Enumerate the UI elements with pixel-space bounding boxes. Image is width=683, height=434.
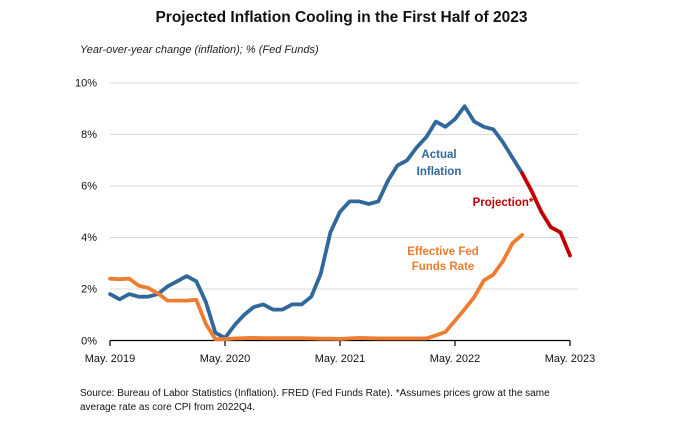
actual-inflation-label: Actual Inflation — [416, 149, 462, 178]
y-tick-label-0: 0% — [81, 336, 97, 348]
x-tick-label-2020: May. 2020 — [200, 353, 251, 365]
x-axis-layer — [109, 339, 571, 346]
y-tick-label-8: 8% — [81, 129, 97, 141]
series-line-projection — [520, 171, 572, 258]
source-note: Source: Bureau of Labor Statistics (Infl… — [80, 388, 550, 413]
y-tick-label-2: 2% — [81, 284, 97, 296]
fed-funds-label: Effective Fed Funds Rate — [407, 246, 479, 273]
x-tick-label-2022: May. 2022 — [430, 353, 481, 365]
x-tick-label-2019: May. 2019 — [85, 353, 136, 365]
series-line-effective-fed-funds-rate — [108, 232, 524, 342]
x-tick-label-2021: May. 2021 — [315, 353, 366, 365]
chart-title: Projected Inflation Cooling in the First… — [155, 9, 528, 26]
series-line-actual-inflation — [108, 104, 524, 340]
chart-subtitle: Year-over-year change (inflation); % (Fe… — [80, 44, 319, 56]
y-tick-label-10: 10% — [75, 78, 97, 90]
x-tick-label-2023: May. 2023 — [545, 353, 596, 365]
series-layer — [108, 104, 572, 342]
projection-label: Projection* — [472, 197, 534, 209]
gridlines-layer — [110, 82, 578, 290]
y-tick-label-4: 4% — [81, 232, 97, 244]
y-tick-label-6: 6% — [81, 181, 97, 193]
